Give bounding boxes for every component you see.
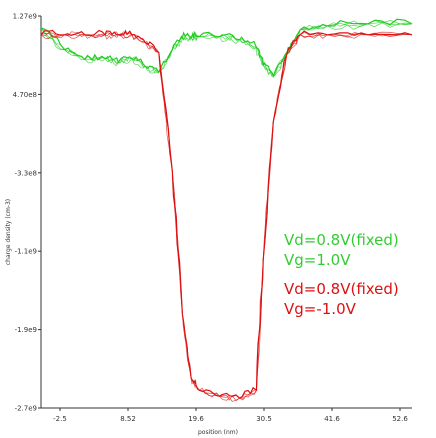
x-tick-label: 52.6 (392, 415, 408, 423)
x-axis-label: position (nm) (198, 429, 238, 436)
x-tick-label: 8.52 (120, 415, 136, 423)
series-vg-1-0-line (40, 21, 413, 77)
x-tick-label: -2.5 (53, 415, 67, 423)
x-tick-label: 30.5 (256, 415, 272, 423)
series-vg-minus-1-0-line (40, 32, 413, 402)
x-tick-label: 19.6 (188, 415, 204, 423)
y-axis-label: charge density (cm-3) (5, 199, 12, 265)
x-tick-label: 41.6 (324, 415, 340, 423)
y-tick-label: -1.9e9 (15, 326, 37, 334)
series-vg-1-0-line (40, 22, 413, 77)
y-tick-label: 1.27e9 (13, 13, 37, 21)
legend-red-line-1: Vd=0.8V(fixed) (284, 280, 399, 298)
x-ticks: -2.5 8.52 19.6 30.5 41.6 52.6 (53, 408, 408, 423)
y-tick-label: -2.7e9 (15, 405, 37, 413)
y-tick-label: -1.1e9 (15, 248, 37, 256)
y-tick-label: -3.3e8 (15, 169, 37, 177)
legend-green-line-1: Vd=0.8V(fixed) (284, 231, 399, 249)
series-vg-minus-1-0-line (40, 31, 413, 399)
series-layer (40, 18, 413, 402)
y-ticks: 1.27e9 4.70e8 -3.3e8 -1.1e9 -1.9e9 -2.7e9 (13, 13, 41, 413)
series-vg-1-0-line (40, 20, 413, 78)
series-vg-minus-1-0-line (40, 29, 413, 399)
y-tick-label: 4.70e8 (13, 91, 37, 99)
series-vg-minus-1-0-line (40, 33, 413, 402)
legend-red-line-2: Vg=-1.0V (284, 300, 356, 318)
axes (40, 16, 412, 409)
legend-green-line-2: Vg=1.0V (284, 251, 351, 269)
legend: Vd=0.8V(fixed) Vg=1.0V Vd=0.8V(fixed) Vg… (284, 230, 399, 319)
